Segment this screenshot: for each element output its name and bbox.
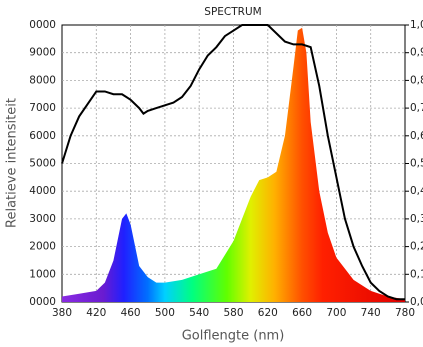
y-tick-label: 5000 <box>29 158 56 170</box>
y-tick-label: 4000 <box>29 185 56 197</box>
y2-tick-label: 1,0 <box>410 19 423 31</box>
x-tick-label: 740 <box>361 307 381 319</box>
y-tick-label: 1000 <box>29 268 56 280</box>
y2-tick-label: 0,6 <box>410 130 423 142</box>
y-tick-label: 8000 <box>29 74 56 86</box>
chart-title: SPECTRUM <box>204 6 261 18</box>
x-tick-label: 540 <box>189 307 209 319</box>
y-tick-label: 6000 <box>29 130 56 142</box>
y2-tick-label: 0,3 <box>410 213 423 225</box>
spectrum-area <box>62 27 405 303</box>
y-axis-label: Relatieve intensiteit <box>5 98 20 228</box>
y-tick-label: 7000 <box>29 102 56 114</box>
y2-tick-label: 0,0 <box>410 296 423 308</box>
x-tick-label: 380 <box>52 307 72 319</box>
y-tick-label: 9000 <box>29 47 56 59</box>
line <box>61 24 405 301</box>
x-tick-label: 700 <box>326 307 346 319</box>
y2-tick-label: 0,5 <box>410 158 423 170</box>
x-tick-label: 460 <box>121 307 141 319</box>
x-tick-label: 420 <box>86 307 106 319</box>
x-tick-label: 500 <box>155 307 175 319</box>
x-tick-label: 580 <box>223 307 243 319</box>
x-axis-label: Golflengte (nm) <box>182 329 285 344</box>
y2-tick-label: 0,8 <box>410 74 423 86</box>
y-tick-label: 0000 <box>29 19 56 31</box>
x-tick-label: 620 <box>258 307 278 319</box>
y2-tick-label: 0,9 <box>410 47 423 59</box>
y2-tick-label: 0,1 <box>410 268 423 280</box>
y-tick-label: 0000 <box>29 296 56 308</box>
y2-tick-label: 0,4 <box>410 185 423 197</box>
x-tick-label: 660 <box>292 307 312 319</box>
y2-tick-label: 0,2 <box>410 241 423 253</box>
y-tick-label: 3000 <box>29 213 56 225</box>
y-tick-label: 2000 <box>29 241 56 253</box>
y2-tick-label: 0,7 <box>410 102 423 114</box>
x-tick-label: 780 <box>395 307 415 319</box>
